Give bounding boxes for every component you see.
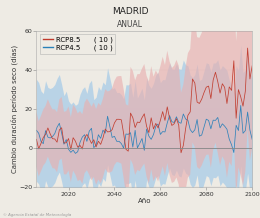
Text: ANUAL: ANUAL	[117, 20, 143, 29]
Text: © Agencia Estatal de Meteorología: © Agencia Estatal de Meteorología	[3, 213, 71, 217]
Legend: RCP8.5      ( 10 ), RCP4.5      ( 10 ): RCP8.5 ( 10 ), RCP4.5 ( 10 )	[40, 34, 115, 54]
Y-axis label: Cambio duración período seco (días): Cambio duración período seco (días)	[10, 45, 18, 173]
Text: MADRID: MADRID	[112, 7, 148, 15]
X-axis label: Año: Año	[138, 198, 151, 204]
